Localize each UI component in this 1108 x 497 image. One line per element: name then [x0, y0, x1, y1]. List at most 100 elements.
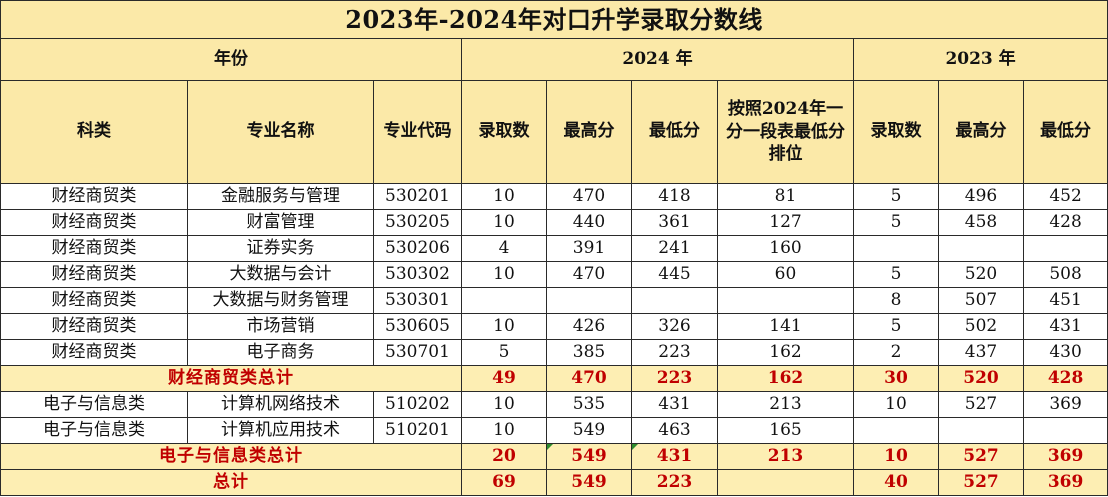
finance-rows: 财经商贸类 金融服务与管理 530201 10 470 418 81 5 496 452 财经商贸类…	[0, 183, 1108, 366]
cell-admitted-2024: 10	[461, 417, 547, 444]
cell-min-2023	[1022, 235, 1108, 262]
subtotal-electronic-rank-2024: 213	[717, 443, 854, 470]
cell-category: 财经商贸类	[0, 209, 188, 236]
cell-admitted-2024: 10	[461, 183, 547, 210]
column-header-min-2024: 最低分	[631, 80, 718, 184]
cell-min-2023	[1022, 417, 1108, 444]
cell-major-name: 大数据与财务管理	[187, 287, 374, 314]
cell-major-name: 计算机网络技术	[187, 391, 374, 418]
cell-min-2024: 463	[631, 417, 718, 444]
cell-rank-2024	[717, 287, 854, 314]
cell-min-2023: 428	[1022, 209, 1108, 236]
column-header-category: 科类	[0, 80, 188, 184]
subtotal-electronic-admitted-2023: 10	[853, 443, 939, 470]
cell-major-code: 510201	[373, 417, 462, 444]
subtotal-finance-min-2024: 223	[631, 365, 718, 392]
page-title: 2023年-2024年对口升学录取分数线	[0, 0, 1108, 39]
cell-admitted-2023: 5	[853, 183, 939, 210]
cell-min-2024: 223	[631, 339, 718, 366]
cell-admitted-2023: 5	[853, 209, 939, 236]
grand-total-admitted-2024: 69	[461, 469, 547, 496]
column-header-admitted-2023: 录取数	[853, 80, 939, 184]
cell-admitted-2024: 10	[461, 391, 547, 418]
column-header-min-2023: 最低分	[1022, 80, 1108, 184]
subtotal-electronic-min-2023: 369	[1022, 443, 1108, 470]
cell-rank-2024: 160	[717, 235, 854, 262]
cell-max-2024: 426	[546, 313, 632, 340]
cell-min-2024	[631, 287, 718, 314]
table-row: 电子与信息类 计算机应用技术 510201 10 549 463 165	[0, 417, 1108, 444]
subtotal-electronic-admitted-2024: 20	[461, 443, 547, 470]
table-row: 财经商贸类 大数据与财务管理 530301 8 507 451	[0, 287, 1108, 314]
cell-rank-2024: 213	[717, 391, 854, 418]
cell-major-code: 530605	[373, 313, 462, 340]
cell-admitted-2023: 8	[853, 287, 939, 314]
cell-max-2023: 507	[938, 287, 1024, 314]
cell-major-code: 530301	[373, 287, 462, 314]
subtotal-finance-label: 财经商贸类总计	[0, 365, 462, 392]
subtotal-finance-admitted-2024: 49	[461, 365, 547, 392]
cell-min-2023: 430	[1022, 339, 1108, 366]
cell-min-2023: 508	[1022, 261, 1108, 288]
cell-min-2024: 326	[631, 313, 718, 340]
table-row: 财经商贸类 市场营销 530605 10 426 326 141 5 502 431	[0, 313, 1108, 340]
subtotal-finance-min-2023: 428	[1022, 365, 1108, 392]
cell-min-2024: 418	[631, 183, 718, 210]
table-row: 财经商贸类 证券实务 530206 4 391 241 160	[0, 235, 1108, 262]
cell-max-2023: 437	[938, 339, 1024, 366]
subtotal-finance-max-2024: 470	[546, 365, 632, 392]
cell-min-2024: 361	[631, 209, 718, 236]
cell-max-2024: 535	[546, 391, 632, 418]
cell-admitted-2023	[853, 417, 939, 444]
subtotal-finance-rank-2024: 162	[717, 365, 854, 392]
cell-max-2024: 470	[546, 183, 632, 210]
column-header-admitted-2024: 录取数	[461, 80, 547, 184]
cell-admitted-2023: 2	[853, 339, 939, 366]
cell-major-name: 计算机应用技术	[187, 417, 374, 444]
cell-major-name: 金融服务与管理	[187, 183, 374, 210]
cell-major-code: 530302	[373, 261, 462, 288]
cell-category: 财经商贸类	[0, 287, 188, 314]
cell-admitted-2024: 10	[461, 209, 547, 236]
cell-category: 财经商贸类	[0, 261, 188, 288]
cell-major-name: 电子商务	[187, 339, 374, 366]
cell-max-2024: 549	[546, 417, 632, 444]
column-header-rank-2024: 按照2024年一分一段表最低分排位	[717, 80, 854, 184]
cell-category: 财经商贸类	[0, 339, 188, 366]
cell-max-2024: 440	[546, 209, 632, 236]
cell-rank-2024: 127	[717, 209, 854, 236]
grand-total-max-2024: 549	[546, 469, 632, 496]
cell-min-2023: 369	[1022, 391, 1108, 418]
cell-major-code: 530205	[373, 209, 462, 236]
cell-admitted-2024: 5	[461, 339, 547, 366]
column-header-max-2024: 最高分	[546, 80, 632, 184]
table-row: 财经商贸类 大数据与会计 530302 10 470 445 60 5 520 508	[0, 261, 1108, 288]
year-label-header: 年份	[0, 38, 462, 81]
grand-total-rank-2024	[717, 469, 854, 496]
cell-min-2023: 452	[1022, 183, 1108, 210]
cell-rank-2024: 60	[717, 261, 854, 288]
grand-total-max-2023: 527	[938, 469, 1024, 496]
grand-total-min-2023: 369	[1022, 469, 1108, 496]
cell-admitted-2024	[461, 287, 547, 314]
cell-category: 电子与信息类	[0, 417, 188, 444]
cell-rank-2024: 162	[717, 339, 854, 366]
cell-category: 财经商贸类	[0, 235, 188, 262]
grand-total-admitted-2023: 40	[853, 469, 939, 496]
cell-major-name: 证券实务	[187, 235, 374, 262]
cell-category: 财经商贸类	[0, 313, 188, 340]
subtotal-electronic-label: 电子与信息类总计	[0, 443, 462, 470]
cell-max-2024	[546, 287, 632, 314]
cell-min-2023: 451	[1022, 287, 1108, 314]
cell-major-code: 510202	[373, 391, 462, 418]
year-2024-header: 2024 年	[461, 38, 854, 81]
cell-major-code: 530201	[373, 183, 462, 210]
electronic-rows: 电子与信息类 计算机网络技术 510202 10 535 431 213 10 527 369 电子…	[0, 391, 1108, 444]
cell-major-code: 530701	[373, 339, 462, 366]
cell-category: 财经商贸类	[0, 183, 188, 210]
cell-major-name: 大数据与会计	[187, 261, 374, 288]
grand-total-label: 总计	[0, 469, 462, 496]
cell-max-2024: 391	[546, 235, 632, 262]
subtotal-electronic-max-2023: 527	[938, 443, 1024, 470]
